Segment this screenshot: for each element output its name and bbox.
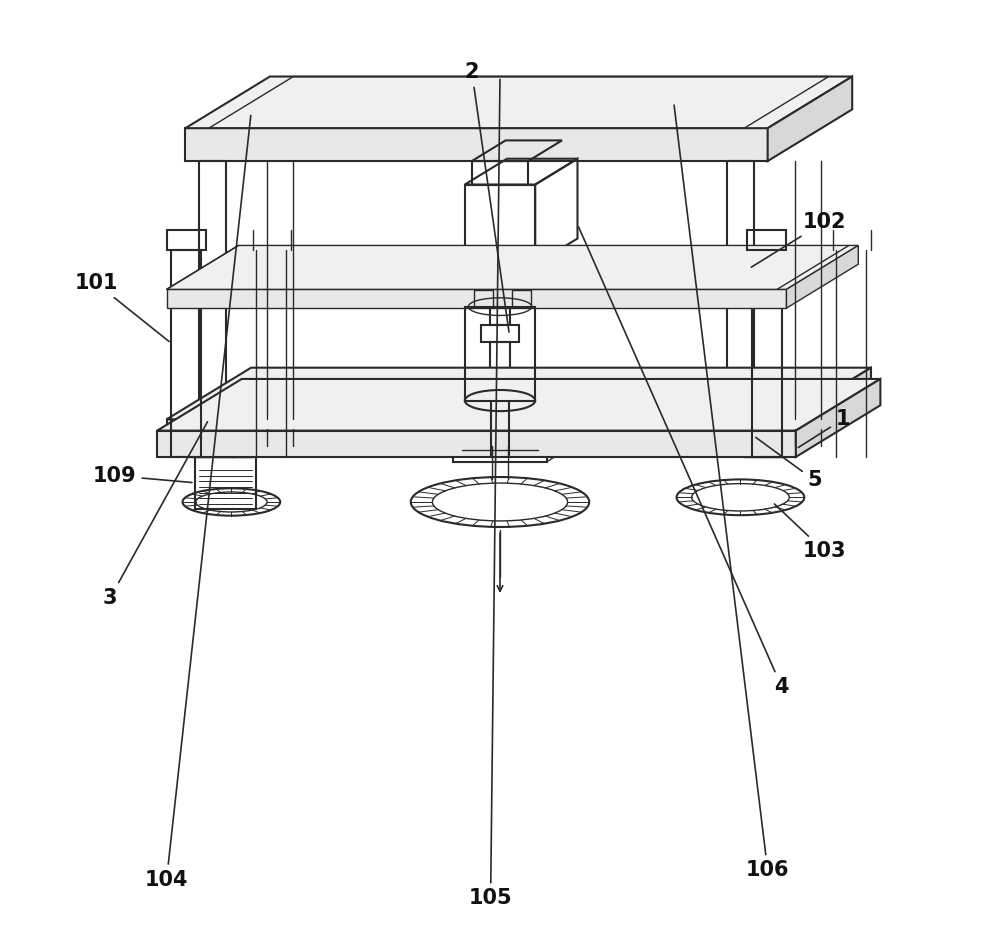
Bar — [199, 429, 226, 446]
Bar — [765, 414, 786, 457]
Bar — [199, 161, 226, 419]
Text: 4: 4 — [579, 227, 789, 697]
Text: 101: 101 — [74, 273, 169, 342]
Polygon shape — [167, 367, 871, 419]
Bar — [214, 414, 234, 457]
Polygon shape — [185, 76, 852, 128]
Bar — [747, 230, 786, 251]
Bar — [512, 290, 531, 307]
Bar — [157, 430, 796, 457]
Bar — [727, 161, 754, 419]
Bar — [199, 433, 251, 457]
Text: 1: 1 — [798, 410, 850, 447]
Bar — [185, 128, 768, 161]
Polygon shape — [167, 246, 858, 289]
Polygon shape — [786, 367, 871, 446]
Bar — [490, 342, 510, 419]
Bar — [474, 290, 493, 307]
Bar — [195, 457, 256, 509]
Polygon shape — [768, 76, 852, 161]
Text: 109: 109 — [93, 465, 192, 486]
Bar — [453, 410, 547, 462]
Polygon shape — [157, 379, 880, 430]
Text: 3: 3 — [103, 422, 207, 608]
Bar — [752, 251, 782, 457]
Text: 103: 103 — [774, 504, 846, 560]
Text: 5: 5 — [756, 437, 822, 491]
Bar — [727, 429, 754, 446]
Text: 104: 104 — [145, 116, 251, 889]
Bar — [490, 265, 510, 325]
Bar — [167, 230, 206, 251]
Polygon shape — [796, 379, 880, 457]
Bar — [472, 161, 528, 185]
Text: 105: 105 — [469, 79, 512, 908]
Bar — [465, 185, 535, 265]
Bar — [232, 414, 253, 457]
Bar — [171, 251, 201, 457]
Text: 2: 2 — [465, 62, 509, 333]
Bar — [465, 307, 535, 400]
Bar — [167, 289, 786, 308]
Bar — [190, 414, 211, 457]
Text: 102: 102 — [751, 212, 846, 268]
Polygon shape — [786, 246, 858, 308]
Text: 106: 106 — [674, 106, 789, 880]
Bar — [167, 419, 786, 446]
Bar — [481, 325, 519, 342]
Bar — [744, 414, 765, 457]
